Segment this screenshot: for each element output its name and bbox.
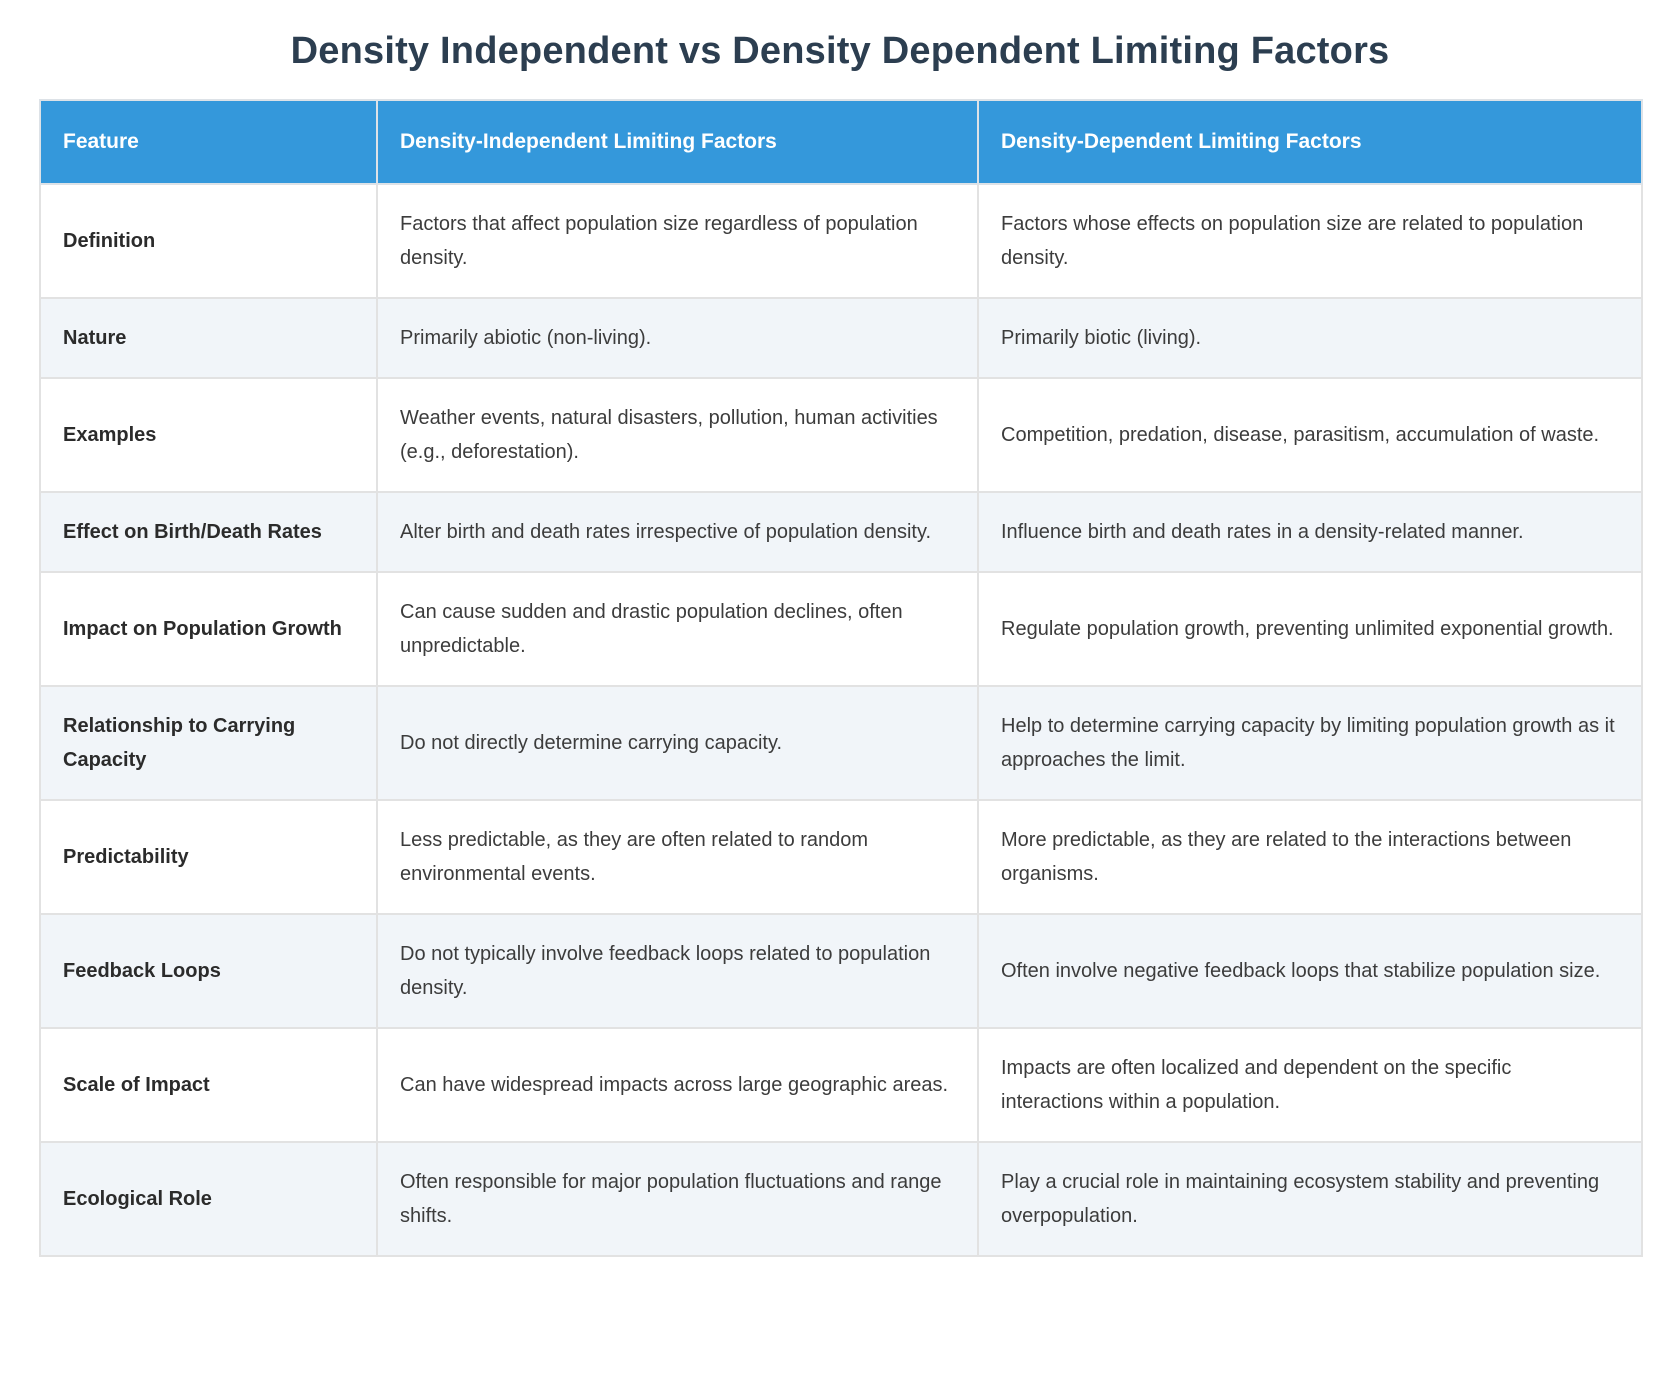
table-row-relationship-to-carrying-capacity: Relationship to Carrying Capacity Do not… [39,685,1643,801]
independent-cell: Can have widespread impacts across large… [376,1027,979,1143]
feature-label: Scale of Impact [39,1027,378,1143]
independent-cell: Less predictable, as they are often rela… [376,799,979,915]
dependent-cell: Help to determine carrying capacity by l… [977,685,1643,801]
table-row-scale-of-impact: Scale of Impact Can have widespread impa… [39,1027,1643,1143]
independent-cell: Factors that affect population size rega… [376,183,979,299]
page: Density Independent vs Density Dependent… [0,30,1680,1257]
table-row-predictability: Predictability Less predictable, as they… [39,799,1643,915]
table-row-ecological-role: Ecological Role Often responsible for ma… [39,1141,1643,1257]
feature-label: Examples [39,377,378,493]
independent-cell: Do not directly determine carrying capac… [376,685,979,801]
table-row-feedback-loops: Feedback Loops Do not typically involve … [39,913,1643,1029]
independent-cell: Often responsible for major population f… [376,1141,979,1257]
comparison-table: Feature Density-Independent Limiting Fac… [39,99,1643,1257]
independent-cell: Do not typically involve feedback loops … [376,913,979,1029]
feature-label: Relationship to Carrying Capacity [39,685,378,801]
dependent-cell: Primarily biotic (living). [977,297,1643,379]
dependent-cell: Factors whose effects on population size… [977,183,1643,299]
independent-cell: Can cause sudden and drastic population … [376,571,979,687]
dependent-cell: Impacts are often localized and dependen… [977,1027,1643,1143]
table-row-effect-on-birth-death-rates: Effect on Birth/Death Rates Alter birth … [39,491,1643,573]
table-row-examples: Examples Weather events, natural disaste… [39,377,1643,493]
dependent-cell: Influence birth and death rates in a den… [977,491,1643,573]
dependent-cell: More predictable, as they are related to… [977,799,1643,915]
column-header-density-independent: Density-Independent Limiting Factors [376,99,979,185]
independent-cell: Alter birth and death rates irrespective… [376,491,979,573]
column-header-density-dependent: Density-Dependent Limiting Factors [977,99,1643,185]
dependent-cell: Regulate population growth, preventing u… [977,571,1643,687]
table-row-definition: Definition Factors that affect populatio… [39,183,1643,299]
table-row-nature: Nature Primarily abiotic (non-living). P… [39,297,1643,379]
feature-label: Effect on Birth/Death Rates [39,491,378,573]
dependent-cell: Play a crucial role in maintaining ecosy… [977,1141,1643,1257]
header-row: Feature Density-Independent Limiting Fac… [39,99,1643,185]
dependent-cell: Often involve negative feedback loops th… [977,913,1643,1029]
feature-label: Ecological Role [39,1141,378,1257]
feature-label: Predictability [39,799,378,915]
page-title: Density Independent vs Density Dependent… [290,30,1390,72]
table-row-impact-on-population-growth: Impact on Population Growth Can cause su… [39,571,1643,687]
feature-label: Nature [39,297,378,379]
feature-label: Definition [39,183,378,299]
dependent-cell: Competition, predation, disease, parasit… [977,377,1643,493]
independent-cell: Primarily abiotic (non-living). [376,297,979,379]
independent-cell: Weather events, natural disasters, pollu… [376,377,979,493]
feature-label: Feedback Loops [39,913,378,1029]
column-header-feature: Feature [39,99,378,185]
feature-label: Impact on Population Growth [39,571,378,687]
